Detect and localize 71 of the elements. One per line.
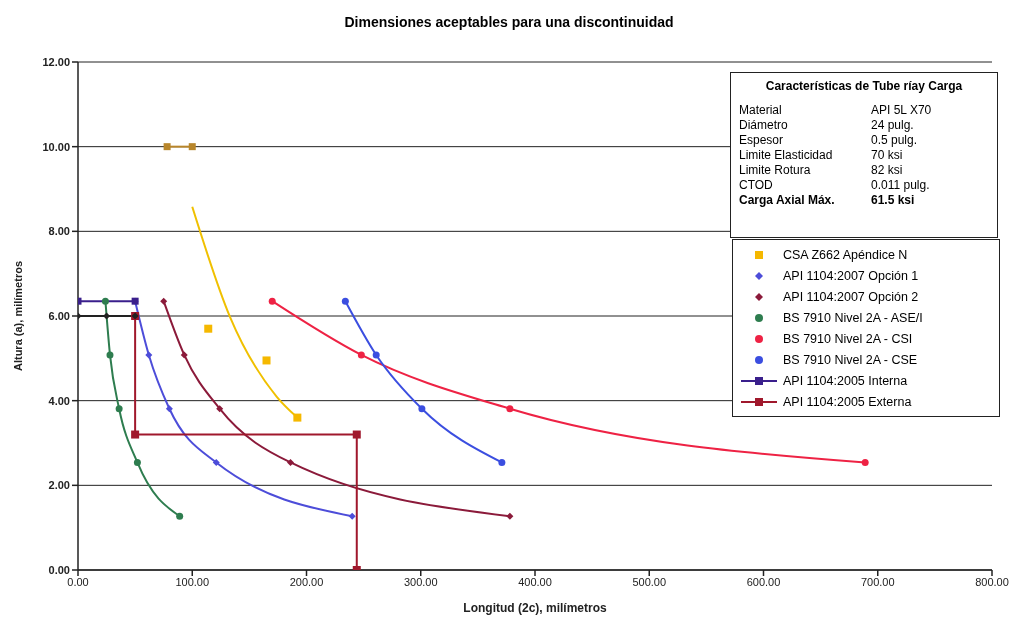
annotation: 0.011 pulg.: [871, 178, 931, 192]
point: [115, 405, 123, 413]
y-tick-label: 12.00: [42, 55, 70, 68]
x-tick-label: 800.00: [975, 575, 1009, 588]
point: [506, 405, 514, 413]
annotation: Limite Rotura: [739, 163, 812, 177]
annotation: API 5L X70: [871, 103, 933, 117]
x-tick-label: 600.00: [746, 575, 781, 588]
legend-label: API 1104:2007 Opción 1: [783, 268, 919, 283]
point: [133, 458, 141, 466]
point: [262, 356, 271, 365]
y-tick-label: 4.00: [48, 394, 70, 407]
point: [498, 458, 506, 466]
annotation: 24 pulg.: [871, 118, 915, 132]
legend-label: BS 7910 Nivel 2A - ASE/I: [783, 310, 923, 325]
point: [106, 351, 114, 359]
legend-label: API 1104:2007 Opción 2: [783, 289, 919, 304]
point: [287, 458, 295, 466]
annotation: 61.5 ksi: [871, 193, 916, 207]
annotation: Diámetro: [739, 118, 789, 132]
point: [861, 458, 869, 466]
annotation: Limite Elasticidad: [739, 148, 834, 162]
annotation: Espesor: [739, 133, 785, 147]
x-tick-label: 200.00: [289, 575, 324, 588]
y-tick-label: 10.00: [42, 140, 70, 153]
point: [163, 143, 171, 151]
point: [212, 458, 220, 466]
point: [341, 297, 349, 305]
point: [188, 143, 196, 151]
point: [352, 430, 361, 439]
y-tick-label: 2.00: [48, 479, 70, 492]
x-tick-label: 500.00: [632, 575, 667, 588]
x-tick-label: 700.00: [860, 575, 895, 588]
x-tick-label: 100.00: [175, 575, 210, 588]
point: [216, 405, 224, 413]
y-tick-label: 6.00: [48, 309, 70, 322]
point: [145, 351, 153, 359]
legend-label: API 1104:2005 Interna: [783, 373, 908, 388]
annotation: 70 ksi: [871, 148, 904, 162]
point: [101, 297, 109, 305]
y-tick-label: 0.00: [48, 563, 70, 576]
legend-label: BS 7910 Nivel 2A - CSE: [783, 352, 918, 367]
y-axis-title: Altura (a), milímetros: [11, 260, 24, 372]
x-axis-title: Longitud (2c), milímetros: [463, 601, 607, 615]
point: [357, 351, 365, 359]
annotation: Material: [739, 103, 783, 117]
point: [165, 405, 173, 413]
y-tick-label: 8.00: [48, 225, 70, 238]
legend-label: BS 7910 Nivel 2A - CSI: [783, 331, 913, 346]
point: [372, 351, 380, 359]
x-tick-label: 0.00: [67, 575, 89, 588]
annotation: Características de Tube ríay Carga: [764, 79, 964, 93]
annotation: CTOD: [739, 178, 774, 192]
point: [180, 351, 188, 359]
point: [418, 405, 426, 413]
legend-label: CSA Z662 Apéndice N: [783, 247, 908, 262]
x-tick-label: 400.00: [518, 575, 552, 588]
point: [348, 512, 356, 520]
chart-title: Dimensiones aceptables para una discontinuidad: [343, 14, 675, 30]
point: [131, 430, 140, 439]
annotation: 82 ksi: [871, 163, 904, 177]
annotation: 0.5 pulg.: [871, 133, 919, 147]
point: [204, 324, 213, 333]
legend-label: API 1104:2005 Externa: [783, 394, 912, 409]
point: [506, 512, 514, 520]
point: [268, 297, 276, 305]
point: [160, 297, 168, 305]
annotation: Carga Axial Máx.: [739, 193, 836, 207]
x-tick-label: 300.00: [403, 575, 438, 588]
point: [293, 413, 302, 422]
point: [176, 512, 184, 520]
